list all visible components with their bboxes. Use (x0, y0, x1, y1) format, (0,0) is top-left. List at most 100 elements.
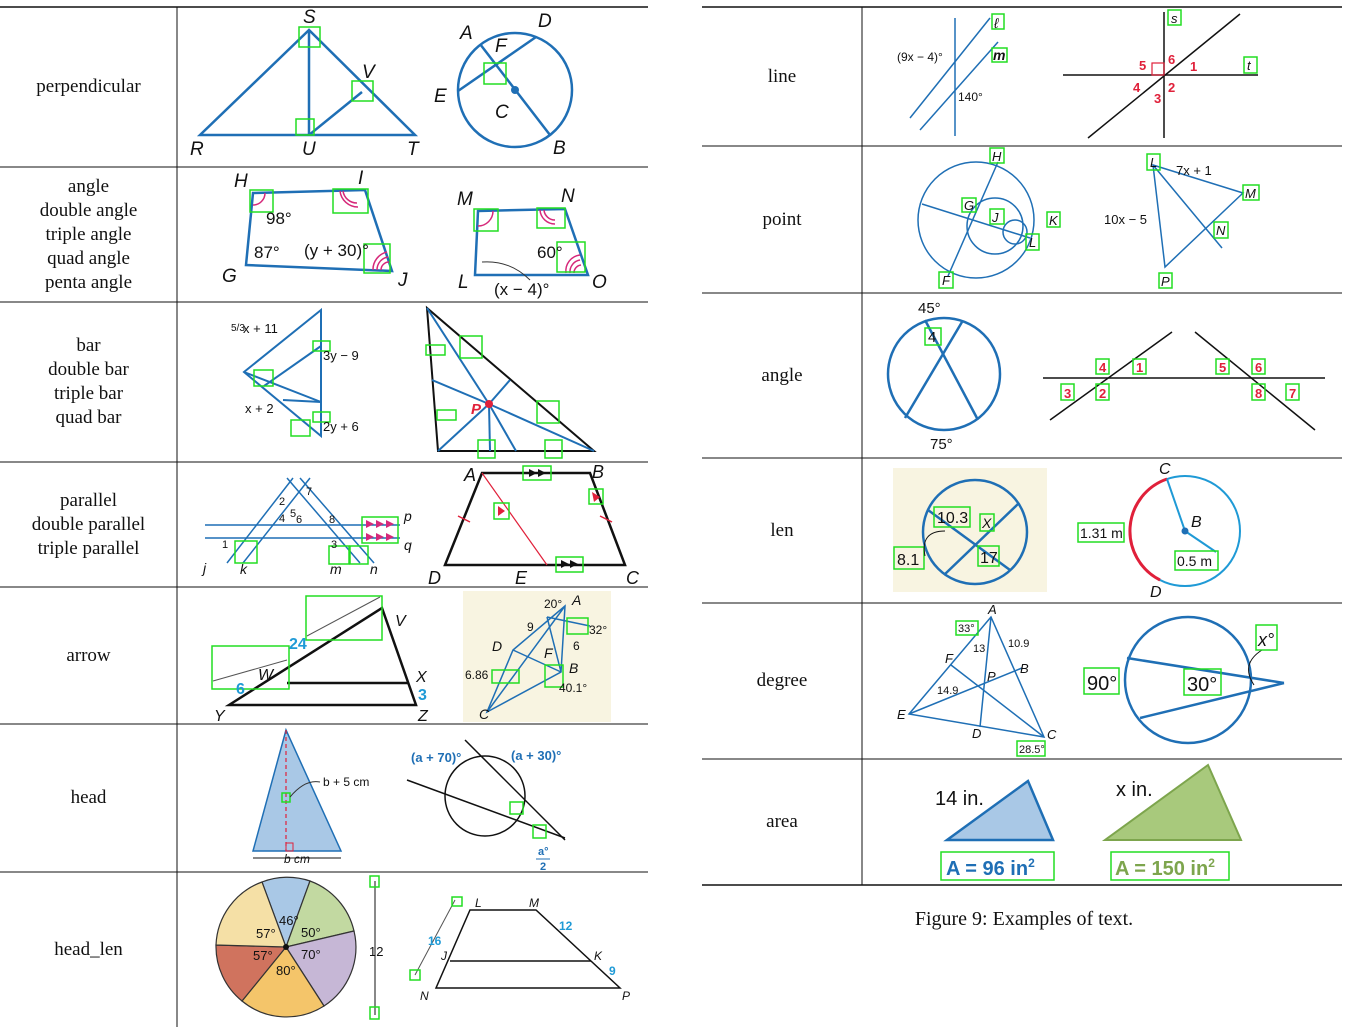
svg-text:M: M (457, 189, 473, 210)
svg-text:n: n (370, 561, 378, 577)
svg-text:12: 12 (369, 944, 383, 959)
svg-text:90°: 90° (1087, 673, 1117, 695)
svg-text:4: 4 (928, 329, 936, 346)
svg-text:b + 5 cm: b + 5 cm (323, 775, 369, 789)
svg-text:J: J (397, 270, 408, 291)
svg-text:W: W (258, 667, 275, 684)
svg-text:10x − 5: 10x − 5 (1104, 212, 1147, 227)
svg-text:1: 1 (222, 539, 228, 551)
svg-text:A = 150 in2: A = 150 in2 (1115, 856, 1215, 880)
svg-text:17: 17 (980, 550, 998, 567)
svg-text:4: 4 (1133, 80, 1141, 95)
figure-green-triangle (1101, 763, 1243, 841)
svg-text:8.1: 8.1 (897, 552, 919, 569)
svg-text:5/3: 5/3 (231, 323, 245, 334)
label-S: S (303, 7, 316, 28)
svg-text:M: M (1245, 186, 1256, 201)
svg-text:8: 8 (1255, 386, 1262, 401)
svg-text:3: 3 (1064, 386, 1071, 401)
svg-text:2: 2 (540, 861, 546, 873)
svg-text:L: L (475, 896, 482, 910)
svg-text:87°: 87° (254, 243, 280, 262)
svg-text:(a + 30)°: (a + 30)° (511, 748, 561, 763)
svg-text:b cm: b cm (284, 852, 310, 866)
svg-text:P: P (1161, 274, 1170, 289)
svg-text:P: P (987, 669, 996, 684)
svg-text:(9x − 4)°: (9x − 4)° (897, 50, 943, 64)
svg-text:B: B (1191, 514, 1202, 531)
category-degree: degree (756, 670, 808, 691)
svg-text:F: F (942, 273, 951, 288)
category-point: point (762, 208, 802, 230)
figure-triangle-LMP (1152, 163, 1245, 269)
figure-circle-secants (406, 739, 566, 841)
svg-text:7: 7 (306, 486, 312, 498)
svg-text:B: B (569, 660, 578, 676)
figure-blue-triangle (943, 779, 1055, 842)
svg-text:k: k (240, 561, 248, 577)
svg-text:a°: a° (538, 846, 549, 858)
svg-text:R: R (190, 139, 204, 160)
svg-text:N: N (561, 186, 575, 207)
svg-text:75°: 75° (930, 436, 953, 453)
svg-text:46°: 46° (279, 913, 299, 928)
svg-text:6: 6 (296, 514, 302, 526)
svg-text:A = 96 in2: A = 96 in2 (946, 856, 1035, 880)
figure-circle-arc (1128, 475, 1241, 587)
svg-text:q: q (404, 537, 412, 553)
svg-text:3: 3 (331, 539, 337, 551)
svg-text:G: G (964, 198, 974, 213)
svg-text:14 in.: 14 in. (935, 788, 984, 810)
svg-text:C: C (1159, 461, 1171, 478)
svg-text:Z: Z (417, 708, 429, 725)
svg-text:B: B (553, 138, 566, 159)
svg-text:0.5 m: 0.5 m (1177, 553, 1212, 569)
svg-text:12: 12 (559, 919, 573, 933)
svg-text:K: K (1049, 213, 1059, 228)
svg-text:7: 7 (1289, 386, 1296, 401)
svg-text:V: V (395, 613, 407, 630)
figure-panel-beige (463, 591, 611, 722)
figure-pie (215, 876, 357, 1018)
svg-text:j: j (201, 560, 207, 576)
category-angle: angle double angle triple angle quad ang… (39, 175, 138, 293)
svg-text:50°: 50° (301, 925, 321, 940)
svg-text:20°: 20° (544, 597, 562, 611)
figure-triangle-bars (242, 307, 322, 439)
svg-text:24: 24 (289, 636, 307, 653)
right-table: (9x − 4)° 140° ℓ m s t 1 2 3 4 5 6 H G J (702, 6, 1342, 886)
svg-text:L: L (1029, 235, 1036, 250)
svg-text:(y + 30)°: (y + 30)° (304, 241, 369, 260)
svg-text:10.9: 10.9 (1008, 638, 1029, 650)
svg-text:K: K (594, 949, 603, 963)
svg-text:A: A (571, 592, 581, 608)
svg-text:5: 5 (1219, 360, 1226, 375)
svg-text:C: C (1047, 727, 1057, 742)
svg-text:E: E (434, 86, 447, 107)
svg-text:B: B (1020, 661, 1029, 676)
svg-text:2: 2 (279, 496, 285, 508)
svg-text:M: M (529, 896, 539, 910)
svg-text:98°: 98° (266, 209, 292, 228)
category-head: head (70, 787, 107, 808)
svg-text:T: T (407, 139, 420, 160)
svg-text:D: D (428, 568, 441, 588)
svg-text:7x + 1: 7x + 1 (1176, 163, 1212, 178)
svg-text:H: H (992, 149, 1002, 164)
figure-parallel-transversal (909, 17, 999, 136)
svg-text:C: C (495, 102, 509, 123)
svg-text:F: F (945, 651, 954, 666)
category-line: line (767, 65, 797, 87)
svg-text:5: 5 (290, 508, 296, 520)
svg-text:N: N (1216, 223, 1226, 238)
figure-kite (485, 604, 591, 714)
svg-text:9: 9 (527, 620, 534, 634)
svg-text:28.5°: 28.5° (1019, 744, 1045, 756)
svg-text:V: V (362, 62, 377, 83)
svg-text:x in.: x in. (1116, 779, 1153, 801)
figure-centroid-triangle (425, 305, 597, 452)
svg-text:3: 3 (418, 687, 427, 704)
figure-similar-triangles (224, 606, 418, 707)
svg-text:A: A (987, 602, 997, 617)
svg-text:t: t (1247, 58, 1252, 73)
